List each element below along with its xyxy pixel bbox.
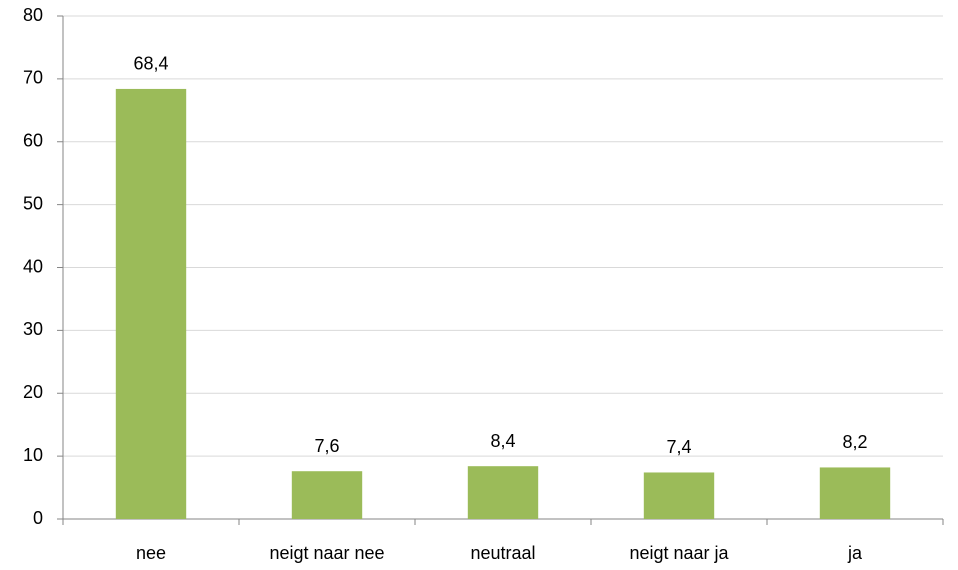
- x-tick-label: neigt naar ja: [629, 543, 729, 563]
- data-label: 7,4: [666, 437, 691, 457]
- y-tick-label: 80: [23, 5, 43, 25]
- bar: [115, 88, 187, 519]
- data-label: 8,4: [490, 431, 515, 451]
- bar: [467, 466, 539, 519]
- y-tick-label: 10: [23, 445, 43, 465]
- x-tick-label: nee: [136, 543, 166, 563]
- y-tick-label: 60: [23, 131, 43, 151]
- bar: [291, 471, 363, 519]
- x-tick-label: ja: [847, 543, 863, 563]
- bar: [643, 472, 715, 519]
- data-label: 7,6: [314, 436, 339, 456]
- data-label: 8,2: [842, 432, 867, 452]
- bar: [819, 467, 891, 519]
- y-tick-label: 20: [23, 382, 43, 402]
- y-tick-label: 70: [23, 68, 43, 88]
- x-tick-label: neigt naar nee: [269, 543, 384, 563]
- y-tick-label: 0: [33, 508, 43, 528]
- y-tick-label: 30: [23, 319, 43, 339]
- y-tick-label: 50: [23, 193, 43, 213]
- x-tick-label: neutraal: [470, 543, 535, 563]
- y-tick-label: 40: [23, 256, 43, 276]
- data-label: 68,4: [133, 54, 168, 74]
